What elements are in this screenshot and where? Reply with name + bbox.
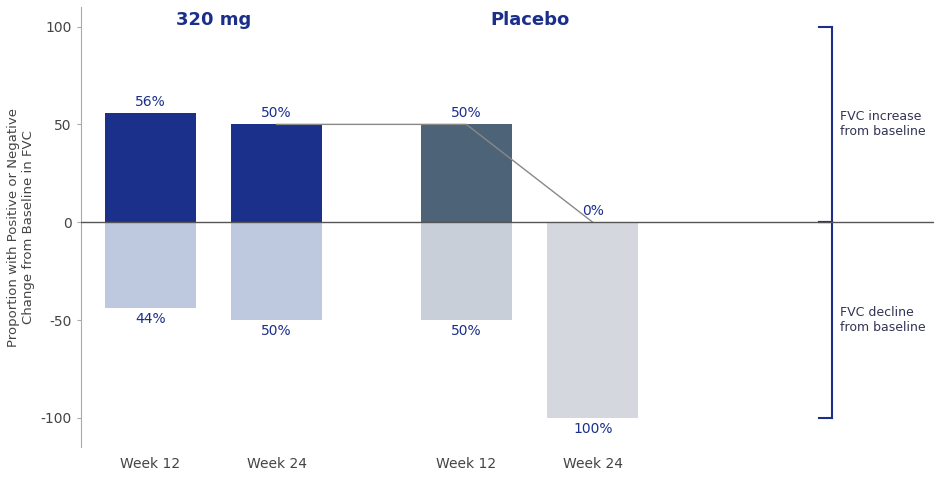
Text: 50%: 50% — [451, 107, 482, 120]
Bar — [421, 222, 512, 320]
Text: FVC increase
from baseline: FVC increase from baseline — [840, 110, 926, 139]
Bar — [105, 113, 196, 222]
Text: 0%: 0% — [582, 204, 604, 218]
Bar — [547, 222, 639, 418]
Bar — [421, 124, 512, 222]
Text: FVC decline
from baseline: FVC decline from baseline — [840, 306, 926, 334]
Text: 50%: 50% — [261, 107, 292, 120]
Text: 50%: 50% — [261, 324, 292, 338]
Text: 100%: 100% — [573, 422, 612, 436]
Bar — [105, 222, 196, 308]
Text: 44%: 44% — [135, 312, 166, 326]
Bar — [231, 222, 323, 320]
Text: Placebo: Placebo — [490, 11, 569, 29]
Y-axis label: Proportion with Positive or Negative
Change from Baseline in FVC: Proportion with Positive or Negative Cha… — [7, 108, 35, 347]
Text: 56%: 56% — [135, 95, 166, 109]
Text: 50%: 50% — [451, 324, 482, 338]
Text: 320 mg: 320 mg — [176, 11, 251, 29]
Bar — [231, 124, 323, 222]
